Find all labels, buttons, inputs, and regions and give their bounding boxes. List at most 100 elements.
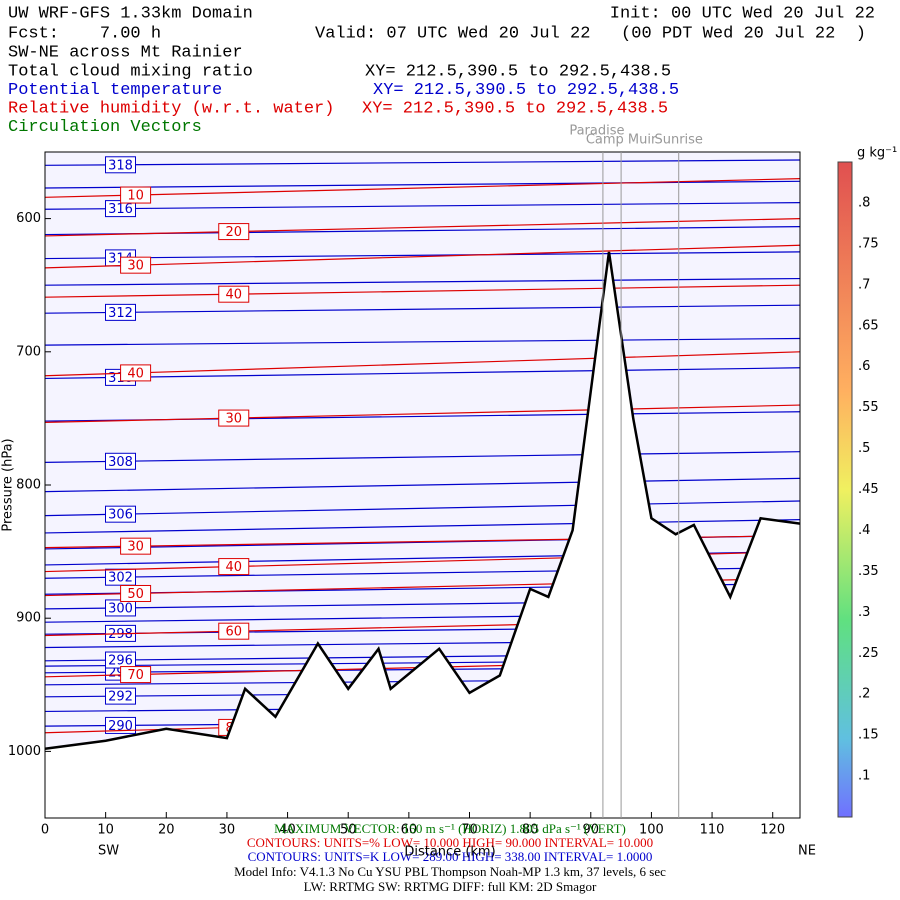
y-tick-label: 1000 <box>8 744 41 759</box>
colorbar-tick-label: .65 <box>858 318 879 333</box>
contour-label: 298 <box>108 627 133 642</box>
x-tick-label: 120 <box>760 823 785 838</box>
contour-label: 40 <box>225 288 242 303</box>
contour-label-box <box>120 537 152 555</box>
y-tick-label: 700 <box>16 344 41 359</box>
x-tick-label: 20 <box>158 823 175 838</box>
rh-contour <box>44 351 801 377</box>
colorbar-tick-label: .75 <box>858 236 879 251</box>
contour-label: 50 <box>127 587 144 602</box>
contour-label-box <box>218 622 250 640</box>
contour-label: 20 <box>225 225 242 240</box>
contour-label: 40 <box>225 560 242 575</box>
footer-line: CONTOURS: UNITS=K LOW= 289.00 HIGH= 338.… <box>248 849 653 864</box>
contour-label: 316 <box>108 202 133 217</box>
x-tick-label: 110 <box>700 823 725 838</box>
contour-label: 70 <box>127 668 144 683</box>
theta-contour <box>44 451 801 463</box>
footer-line: LW: RRTMG SW: RRTMG DIFF: full KM: 2D Sm… <box>304 879 597 894</box>
contour-label-box <box>120 364 152 382</box>
field-xy: XY= 212.5,390.5 to 292.5,438.5 <box>373 81 679 100</box>
theta-contour <box>44 202 801 210</box>
x-tick-label: 70 <box>461 823 478 838</box>
contour-label-box <box>105 505 136 523</box>
contour-label: 30 <box>225 412 242 427</box>
contour-label-box <box>218 223 250 241</box>
theta-contour <box>44 519 801 534</box>
contour-label-box <box>120 666 152 684</box>
colorbar-tick-label: .15 <box>858 728 879 743</box>
colorbar-tick-label: .8 <box>858 195 870 210</box>
x-tick-label: 0 <box>41 823 49 838</box>
rh-contour <box>44 218 801 237</box>
subtitle: SW-NE across Mt Rainier <box>8 43 243 62</box>
theta-contour <box>44 477 801 493</box>
field-xy: XY= 212.5,390.5 to 292.5,438.5 <box>365 62 671 81</box>
theta-contour <box>44 367 801 380</box>
contour-label-box <box>105 303 136 321</box>
colorbar-title: g kg⁻¹ <box>857 146 897 161</box>
contour-label-box <box>218 558 250 576</box>
contour-label-box <box>105 687 136 705</box>
contour-label: 312 <box>108 306 133 321</box>
contour-label: 300 <box>108 601 133 616</box>
colorbar-tick-label: .7 <box>858 277 870 292</box>
y-tick-label: 600 <box>16 211 41 226</box>
x-tick-label: 80 <box>522 823 539 838</box>
contour-label: 290 <box>108 719 133 734</box>
terrain-fill <box>45 251 800 818</box>
colorbar-tick-label: .3 <box>858 605 870 620</box>
colorbar-tick-label: .4 <box>858 523 870 538</box>
valid: Valid: 07 UTC Wed 20 Jul 22 (00 PDT Wed … <box>315 24 866 43</box>
rh-contour <box>44 284 801 298</box>
footer-line: MAXIMUM VECTOR: 150 m s⁻¹ (HORIZ) 1.805 … <box>274 821 626 836</box>
contour-label-box <box>105 452 136 470</box>
theta-contour <box>44 159 801 166</box>
field-name: Potential temperature <box>8 81 222 100</box>
contour-label: 30 <box>127 259 144 274</box>
colorbar-tick-label: .6 <box>858 359 870 374</box>
colorbar-tick-label: .1 <box>858 769 870 784</box>
rh-contour <box>44 244 801 269</box>
theta-contour <box>44 180 801 189</box>
field-xy: XY= 212.5,390.5 to 292.5,438.5 <box>362 99 668 118</box>
site-label: Camp Muir <box>586 133 657 148</box>
x-tick-label: 60 <box>401 823 418 838</box>
contour-label-box <box>120 256 152 274</box>
x-tick-label: 40 <box>279 823 296 838</box>
colorbar-tick-label: .25 <box>858 646 879 661</box>
contour-label: 292 <box>108 690 133 705</box>
contour-label: 318 <box>108 158 133 173</box>
title: UW WRF-GFS 1.33km Domain <box>8 4 253 23</box>
contour-label-box <box>105 716 136 734</box>
contour-label: 306 <box>108 508 133 523</box>
contour-label-box <box>105 156 136 174</box>
contour-label: 296 <box>108 654 133 669</box>
x-axis-label: Distance (km) <box>404 845 495 860</box>
contour-label-box <box>120 186 152 204</box>
theta-contour <box>44 500 801 517</box>
contour-label: 308 <box>108 455 133 470</box>
footer-line: Model Info: V4.1.3 No Cu YSU PBL Thompso… <box>234 864 666 879</box>
colorbar-tick-label: .45 <box>858 482 879 497</box>
contour-label: 10 <box>127 189 144 204</box>
init: Init: 00 UTC Wed 20 Jul 22 <box>610 4 875 23</box>
footer-line: CONTOURS: UNITS=% LOW= 10.000 HIGH= 90.0… <box>247 835 653 850</box>
field-name: Circulation Vectors <box>8 118 202 137</box>
sw-label: SW <box>98 844 119 859</box>
rh-contour <box>44 404 801 423</box>
contour-label-box <box>218 285 250 303</box>
contour-label: 60 <box>225 625 242 640</box>
contour-label-box <box>120 584 152 602</box>
site-label: Paradise <box>569 124 624 139</box>
x-tick-label: 50 <box>340 823 357 838</box>
theta-contour <box>44 277 801 286</box>
x-tick-label: 30 <box>219 823 236 838</box>
x-tick-label: 10 <box>97 823 114 838</box>
field-name: Total cloud mixing ratio <box>8 62 253 81</box>
contour-label: 40 <box>127 366 144 381</box>
colorbar-tick-label: .5 <box>858 441 870 456</box>
y-axis-label: Pressure (hPa) <box>1 438 16 531</box>
site-label: Sunrise <box>654 133 702 148</box>
